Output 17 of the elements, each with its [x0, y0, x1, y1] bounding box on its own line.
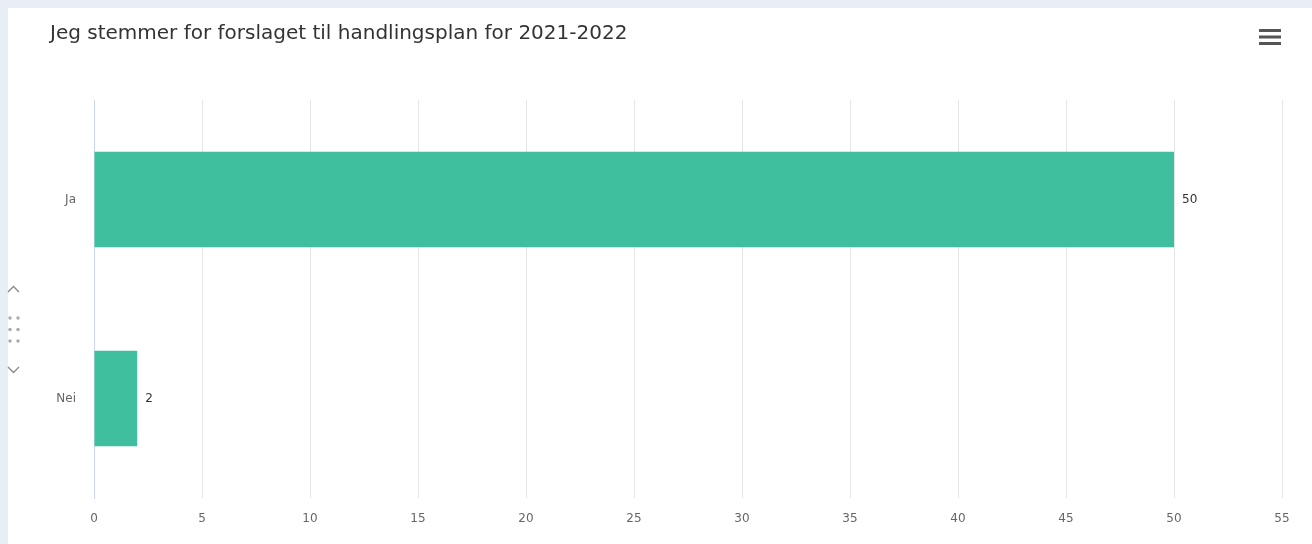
data-label: 50: [1182, 191, 1198, 206]
data-label: 2: [145, 390, 153, 405]
x-tick-label: 30: [734, 511, 750, 526]
y-tick-label: Ja: [64, 191, 76, 206]
chart-title: Jeg stemmer for forslaget til handlingsplan for 2021-2022: [48, 20, 628, 45]
x-tick-label: 40: [950, 511, 966, 526]
x-tick-label: 0: [90, 511, 98, 526]
y-tick-label: Nei: [56, 390, 76, 405]
x-tick-label: 15: [410, 511, 426, 526]
x-tick-label: 35: [842, 511, 858, 526]
x-tick-label: 25: [626, 511, 642, 526]
x-tick-label: 10: [302, 511, 318, 526]
x-tick-label: 5: [198, 511, 206, 526]
x-tick-label: 50: [1166, 511, 1182, 526]
x-tick-label: 20: [518, 511, 534, 526]
x-tick-label: 45: [1058, 511, 1074, 526]
x-tick-label: 55: [1274, 511, 1290, 526]
